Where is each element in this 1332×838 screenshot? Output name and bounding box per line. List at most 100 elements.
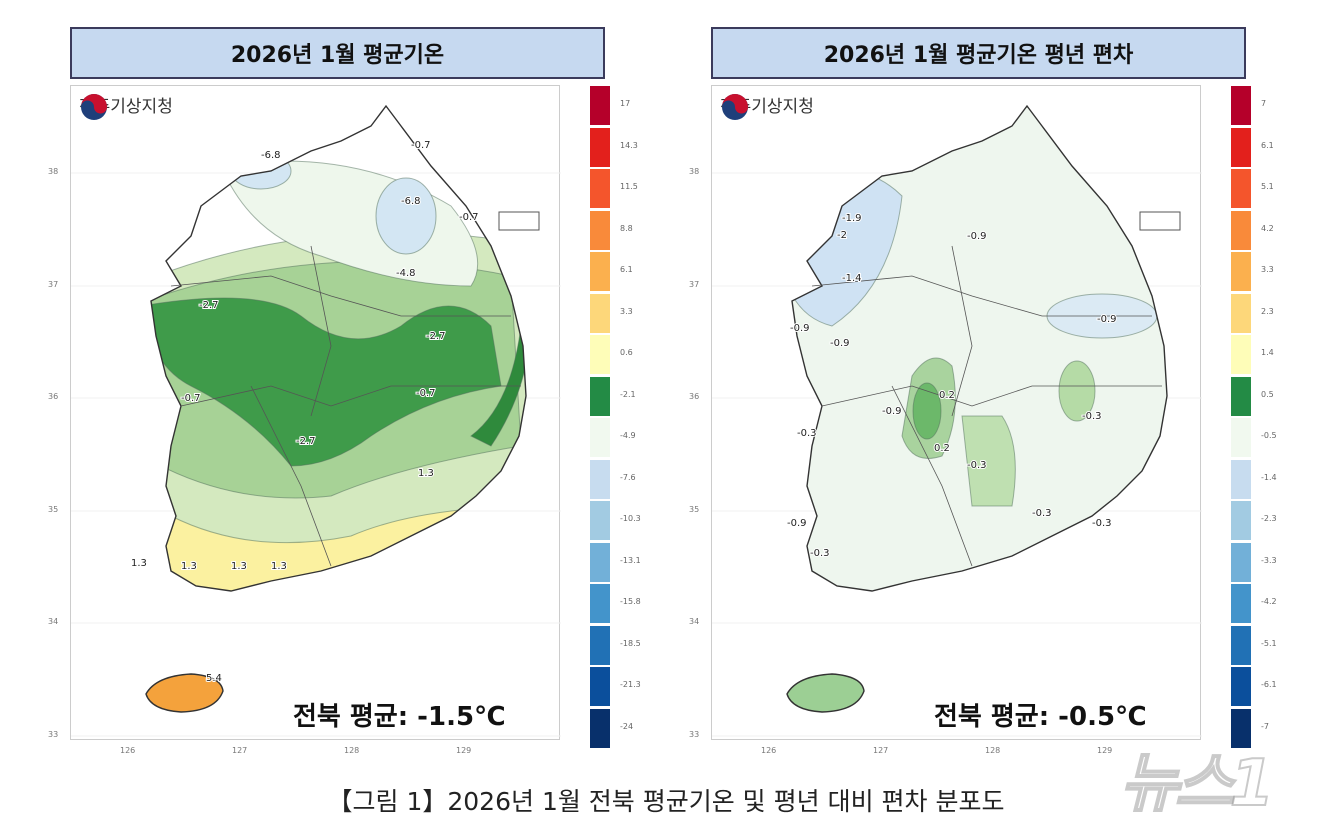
contour-label: 1.3	[131, 558, 147, 569]
legend-swatch	[1231, 584, 1251, 623]
legend-item: -2.3	[1231, 500, 1301, 542]
legend-swatch	[1231, 667, 1251, 706]
lat-tick-label: 35	[689, 505, 700, 514]
contour-band	[1058, 360, 1096, 422]
contour-label: -6.8	[401, 196, 421, 207]
contour-label: -6.8	[261, 150, 281, 161]
lon-tick-label: 128	[985, 746, 1001, 755]
lat-tick-label: 37	[689, 280, 700, 289]
legend-item: 3.3	[1231, 251, 1301, 293]
contour-label: -0.9	[882, 406, 902, 417]
map-frame: -6.8 -6.8 -0.7 -0.7 -4.8 -2.7 -2.7 -2.7 -0.7 -0.7…	[70, 85, 561, 740]
taegeuk-emblem-icon	[81, 94, 107, 120]
legend-label: -2.1	[620, 389, 636, 399]
legend-label: -1.4	[1261, 472, 1277, 482]
legend-item: -0.5	[1231, 417, 1301, 459]
province-boundary	[951, 245, 973, 417]
legend-item: 8.8	[590, 210, 660, 252]
color-legend: 17 14.3 11.5 8.8 6.1 3.3 0.6 -2.1 -4.9 -7.6 -10.3 -…	[590, 85, 660, 749]
legend-item: 14.3	[590, 127, 660, 169]
contour-label: 5.4	[206, 673, 222, 684]
legend-item: 11.5	[590, 168, 660, 210]
legend-swatch	[590, 501, 610, 540]
legend-swatch	[590, 169, 610, 208]
coastline	[150, 104, 527, 592]
legend-item: -3.3	[1231, 542, 1301, 584]
contour-label: -0.9	[830, 338, 850, 349]
lat-tick-label: 35	[48, 505, 59, 514]
figure-caption: 【그림 1】2026년 1월 전북 평균기온 및 평년 대비 편차 분포도	[327, 787, 1005, 816]
legend-item: 0.5	[1231, 376, 1301, 418]
legend-swatch	[1231, 335, 1251, 374]
contour-label: 0.2	[934, 443, 950, 454]
contour-band	[961, 415, 1016, 507]
legend-label: -7.6	[620, 472, 636, 482]
contour-label: -0.9	[1097, 314, 1117, 325]
legend-swatch	[590, 708, 610, 748]
legend-label: 14.3	[620, 140, 638, 150]
contour-label: -0.3	[967, 460, 987, 471]
legend-item: -7.6	[590, 459, 660, 501]
legend-item: 1.4	[1231, 334, 1301, 376]
watermark-logo: 뉴스1	[1119, 747, 1275, 821]
legend-swatch	[1231, 625, 1251, 665]
legend-label: 4.2	[1261, 223, 1274, 233]
contour-label: -0.3	[810, 548, 830, 559]
contour-label: -0.9	[967, 231, 987, 242]
legend-swatch	[590, 459, 610, 499]
province-boundary	[170, 275, 511, 317]
jeonbuk-average-label: 전북 평균: -1.5℃	[293, 702, 506, 732]
contour-label: 1.3	[181, 561, 197, 572]
legend-label: -5.1	[1261, 638, 1277, 648]
legend-swatch	[1231, 376, 1251, 416]
legend-label: 0.6	[620, 348, 633, 357]
lon-tick-label: 126	[120, 746, 136, 755]
legend-item: 6.1	[1231, 127, 1301, 169]
legend-item: -15.8	[590, 583, 660, 625]
legend-label: -7	[1261, 721, 1269, 731]
contour-label: -2.7	[426, 331, 446, 342]
contour-label: -2	[837, 230, 847, 241]
legend-item: 2.3	[1231, 293, 1301, 335]
panel-average-temperature: 2026년 1월 평균기온 -6.8 -6.8 -0.7 -0.7 -4.8 -2.7 -2…	[0, 0, 641, 770]
lon-tick-label: 129	[1097, 746, 1113, 755]
legend-label: -24	[620, 721, 634, 731]
legend-swatch	[590, 127, 610, 167]
contour-label: -0.7	[416, 388, 436, 399]
lat-tick-label: 38	[689, 167, 700, 176]
lat-tick-label: 33	[48, 730, 59, 739]
legend-swatch	[590, 252, 610, 291]
legend-label: 1.4	[1261, 348, 1274, 357]
legend-item: -4.9	[590, 417, 660, 459]
legend-swatch	[1231, 210, 1251, 250]
dokdo-inset-box	[498, 211, 540, 231]
legend-label: -15.8	[620, 597, 641, 606]
color-legend: 7 6.1 5.1 4.2 3.3 2.3 1.4 0.5 -0.5 -1.4 -2.3 -3.3 -4…	[1231, 85, 1301, 749]
legend-label: 3.3	[620, 306, 633, 316]
coastline	[791, 104, 1168, 592]
legend-swatch	[590, 418, 610, 457]
legend-item: -6.1	[1231, 666, 1301, 708]
legend-swatch	[1231, 542, 1251, 582]
contour-label: 1.3	[271, 561, 287, 572]
dokdo-inset-box	[1139, 211, 1181, 231]
kma-logo: 전주기상지청	[79, 92, 173, 120]
contour-label: -4.8	[396, 268, 416, 279]
legend-item: -24	[590, 708, 660, 750]
province-boundary	[811, 275, 1152, 317]
lat-tick-label: 37	[48, 280, 59, 289]
province-boundary	[180, 385, 521, 407]
legend-label: -4.9	[620, 431, 636, 440]
jeonbuk-average-label: 전북 평균: -0.5℃	[934, 702, 1147, 732]
lon-tick-label: 126	[761, 746, 777, 755]
legend-item: -4.2	[1231, 583, 1301, 625]
legend-swatch	[1231, 501, 1251, 540]
coastline	[145, 673, 224, 713]
legend-item: -5.1	[1231, 625, 1301, 667]
legend-label: -4.2	[1261, 597, 1277, 606]
legend-swatch	[1231, 169, 1251, 208]
legend-item: -18.5	[590, 625, 660, 667]
legend-item: 0.6	[590, 334, 660, 376]
map-title: 2026년 1월 평균기온 평년 편차	[711, 27, 1246, 79]
kma-logo: 전주기상지청	[720, 92, 814, 120]
